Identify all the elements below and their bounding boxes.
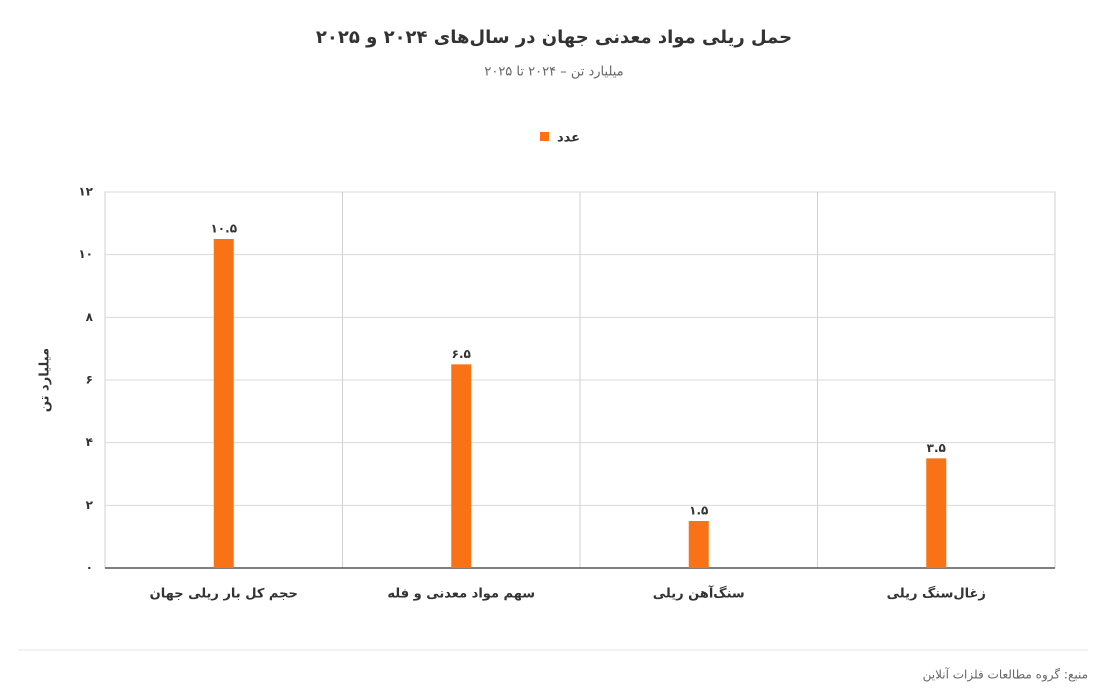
chart-title: حمل ریلی مواد معدنی جهان در سال‌های ۲۰۲۴… <box>316 27 792 48</box>
y-tick-label: ۰ <box>86 561 93 575</box>
bar <box>688 521 709 568</box>
y-tick-label: ۱۲ <box>78 185 93 199</box>
y-tick-label: ۴ <box>86 435 93 449</box>
x-tick-label: زغال‌سنگ ریلی <box>887 586 986 602</box>
x-tick-label: سنگ‌آهن ریلی <box>653 585 745 602</box>
y-tick-label: ۶ <box>86 373 93 387</box>
y-tick-label: ۲ <box>86 498 94 512</box>
y-tick-label: ۱۰ <box>78 247 93 261</box>
bar <box>451 364 472 568</box>
chart-subtitle: میلیارد تن – ۲۰۲۴ تا ۲۰۲۵ <box>484 65 623 80</box>
legend-label: عدد <box>557 131 580 146</box>
bar <box>926 458 947 568</box>
y-tick-label: ۸ <box>86 310 94 324</box>
x-tick-label: حجم کل بار ریلی جهان <box>150 587 298 602</box>
x-tick-label: سهم مواد معدنی و فله <box>387 587 535 602</box>
legend-swatch <box>540 132 549 141</box>
y-axis-label: میلیارد تن <box>38 348 53 412</box>
value-label: ۱.۵ <box>689 504 708 518</box>
value-label: ۱۰.۵ <box>210 222 237 236</box>
value-label: ۶.۵ <box>452 347 471 361</box>
bar <box>213 239 234 568</box>
source-note: منبع: گروه مطالعات فلزات آنلاین <box>923 667 1088 683</box>
value-label: ۳.۵ <box>927 441 946 455</box>
